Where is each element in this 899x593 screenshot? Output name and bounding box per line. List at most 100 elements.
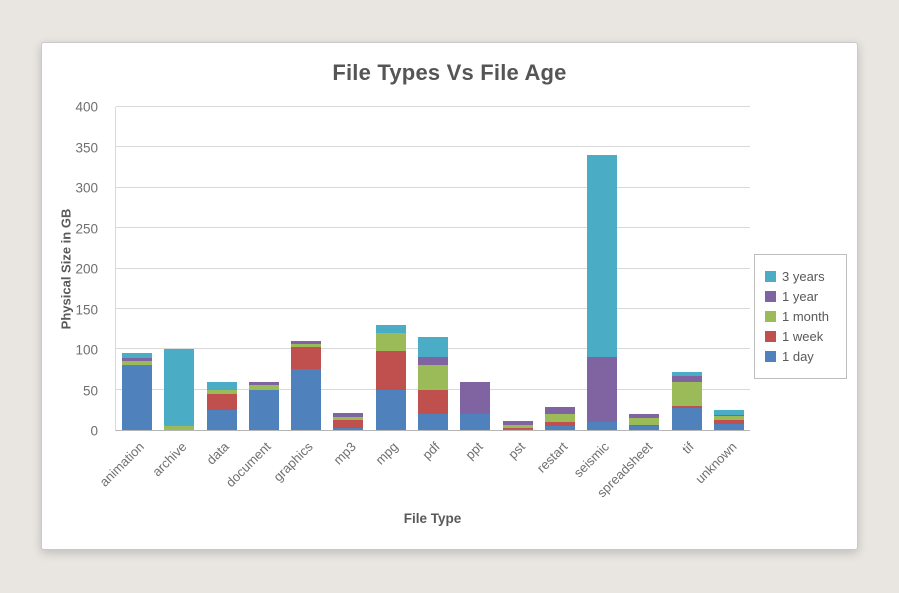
x-label-cell: ppt — [454, 432, 496, 512]
bar-segment-1-day — [122, 365, 153, 430]
x-tick-label: pdf — [419, 439, 444, 463]
stacked-bar-tif — [671, 107, 702, 430]
bar-slot — [158, 107, 200, 430]
x-label-cell: unknown — [692, 432, 750, 512]
x-label-cell: mp3 — [327, 432, 369, 512]
stacked-bar-mpg — [375, 107, 406, 430]
bar-slot — [665, 107, 707, 430]
chart-card: File Types Vs File Age Physical Size in … — [41, 42, 858, 550]
bar-segment-3-years — [713, 409, 744, 415]
bar-segment-1-day — [713, 424, 744, 430]
stacked-bar-seismic — [587, 107, 618, 430]
bar-segment-1-month — [417, 365, 448, 390]
bar-segment-1-year — [333, 413, 364, 418]
bar-segment-3-years — [206, 381, 237, 390]
bar-segment-1-month — [291, 344, 322, 347]
bar-segment-1-year — [502, 421, 533, 426]
x-tick-label: animation — [96, 439, 147, 490]
legend-label: 1 month — [782, 309, 829, 324]
bar-segment-1-week — [417, 389, 448, 414]
y-tick-label: 0 — [90, 423, 98, 439]
plot-area — [115, 106, 750, 431]
bar-segment-1-week — [375, 350, 406, 390]
bar-slot — [201, 107, 243, 430]
bar-slot — [116, 107, 158, 430]
bar-segment-1-month — [544, 413, 575, 422]
bar-segment-1-day — [671, 408, 702, 430]
bar-segment-1-week — [206, 393, 237, 410]
legend-label: 1 week — [782, 329, 824, 344]
bar-segment-1-month — [629, 417, 660, 426]
bar-slot — [454, 107, 496, 430]
bar-slot — [539, 107, 581, 430]
bar-segment-1-day — [248, 389, 279, 430]
x-tick-label: mpg — [372, 439, 401, 468]
stacked-bar-pdf — [417, 107, 448, 430]
y-tick-label: 100 — [75, 342, 98, 358]
bar-segment-1-month — [122, 360, 153, 365]
bar-segment-1-week — [629, 425, 660, 426]
bar-segment-1-month — [164, 425, 195, 430]
bar-segment-1-day — [587, 421, 618, 430]
x-label-cell: pdf — [411, 432, 453, 512]
legend-box: 3 years 1 year 1 month 1 week 1 day — [754, 254, 847, 379]
bar-segment-3-years — [671, 371, 702, 376]
legend-swatch-icon — [765, 271, 776, 282]
bar-segment-1-week — [671, 405, 702, 409]
y-tick-label: 50 — [82, 383, 98, 398]
bar-segment-3-years — [375, 325, 406, 334]
stacked-bar-ppt — [460, 107, 491, 430]
gridline — [116, 106, 750, 107]
bar-segment-1-month — [502, 425, 533, 429]
y-tick-label: 150 — [75, 302, 98, 317]
bar-segment-1-day — [375, 389, 406, 430]
bar-segment-3-years — [587, 155, 618, 358]
stacked-bar-spreadsheet — [629, 107, 660, 430]
legend-swatch-icon — [765, 351, 776, 362]
bar-segment-1-month — [375, 333, 406, 351]
x-label-cell: animation — [96, 432, 157, 512]
gridline — [116, 146, 750, 148]
legend-item-1-year: 1 year — [765, 289, 842, 304]
x-axis-labels: animation archive data document graphics mp3 m… — [96, 432, 750, 512]
bar-slot — [243, 107, 285, 430]
bar-segment-3-years — [417, 337, 448, 358]
legend-swatch-icon — [765, 331, 776, 342]
gridline — [116, 267, 750, 269]
bar-segment-1-day — [206, 409, 237, 430]
bar-segment-1-week — [291, 346, 322, 370]
x-tick-label: tif — [679, 439, 698, 457]
x-tick-label: restart — [533, 439, 571, 476]
bar-segment-1-year — [248, 381, 279, 385]
x-tick-label: mp3 — [329, 439, 359, 468]
bar-segment-1-week — [713, 420, 744, 425]
bar-segment-1-year — [122, 358, 153, 361]
bar-segment-1-month — [713, 416, 744, 421]
bar-slot — [581, 107, 623, 430]
bar-segment-1-year — [417, 357, 448, 366]
legend-item-1-month: 1 month — [765, 309, 842, 324]
stacked-bar-restart — [544, 107, 575, 430]
stacked-bar-document — [248, 107, 279, 430]
x-label-cell: pst — [496, 432, 538, 512]
x-label-cell: archive — [149, 432, 199, 512]
bar-segment-1-day — [333, 428, 364, 430]
legend-label: 1 year — [782, 289, 819, 304]
x-axis-title: File Type — [403, 511, 462, 526]
bar-segment-3-years — [164, 349, 195, 426]
bar-slot — [412, 107, 454, 430]
y-axis-ticks: 0 50 100 150 200 250 300 350 400 — [48, 100, 108, 439]
bar-segment-1-week — [333, 420, 364, 429]
legend-swatch-icon — [765, 291, 776, 302]
chart-title: File Types Vs File Age — [332, 60, 567, 85]
bar-segment-1-day — [502, 429, 533, 430]
bar-slot — [496, 107, 538, 430]
stacked-bar-archive — [164, 107, 195, 430]
bar-slot — [327, 107, 369, 430]
bar-segment-1-year — [291, 341, 322, 345]
y-tick-label: 350 — [75, 140, 98, 155]
bar-slot — [708, 107, 750, 430]
bar-segment-1-month — [248, 384, 279, 390]
bar-segment-1-year — [671, 375, 702, 382]
gridline — [116, 307, 750, 309]
